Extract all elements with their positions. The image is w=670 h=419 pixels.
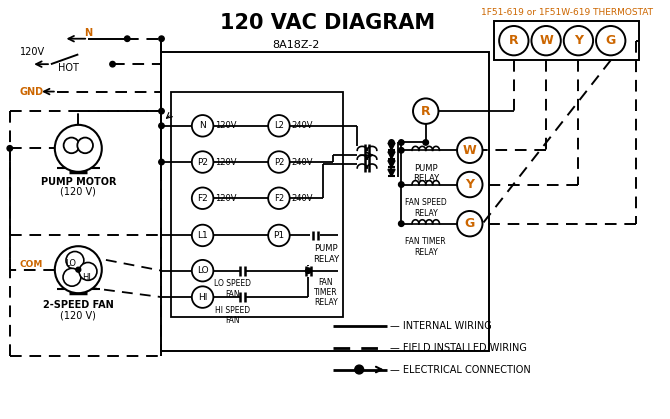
Polygon shape: [388, 143, 395, 150]
Text: Y: Y: [465, 178, 474, 191]
Circle shape: [55, 246, 102, 293]
Text: LO: LO: [197, 266, 208, 275]
Circle shape: [55, 125, 102, 172]
Circle shape: [76, 267, 81, 272]
Text: FAN SPEED
RELAY: FAN SPEED RELAY: [405, 198, 447, 217]
Circle shape: [110, 62, 115, 67]
Text: — INTERNAL WIRING: — INTERNAL WIRING: [389, 321, 491, 331]
Text: P2: P2: [274, 158, 284, 166]
Text: Y: Y: [574, 34, 583, 47]
Text: 240V: 240V: [291, 122, 313, 130]
Circle shape: [192, 260, 213, 282]
Circle shape: [531, 26, 561, 55]
Text: PUMP
RELAY: PUMP RELAY: [413, 164, 439, 184]
Text: 120V: 120V: [215, 194, 237, 203]
Text: L2: L2: [274, 122, 284, 130]
Circle shape: [499, 26, 529, 55]
Text: 2-SPEED FAN: 2-SPEED FAN: [43, 300, 114, 310]
Text: N: N: [199, 122, 206, 130]
Circle shape: [64, 137, 79, 153]
Circle shape: [159, 159, 164, 165]
Text: HOT: HOT: [58, 63, 79, 73]
Text: 1F51-619 or 1F51W-619 THERMOSTAT: 1F51-619 or 1F51W-619 THERMOSTAT: [480, 8, 653, 17]
Text: 240V: 240V: [291, 158, 313, 166]
Text: G: G: [465, 217, 475, 230]
Circle shape: [457, 211, 482, 236]
Text: HI: HI: [198, 292, 207, 302]
Bar: [161, 52, 489, 351]
Text: 120 VAC DIAGRAM: 120 VAC DIAGRAM: [220, 13, 436, 33]
Polygon shape: [388, 152, 395, 159]
Text: 120V: 120V: [215, 122, 237, 130]
Circle shape: [192, 151, 213, 173]
Text: — ELECTRICAL CONNECTION: — ELECTRICAL CONNECTION: [389, 365, 530, 375]
Text: GND: GND: [19, 87, 44, 96]
Text: LO SPEED
FAN: LO SPEED FAN: [214, 279, 251, 299]
Text: — FIELD INSTALLED WIRING: — FIELD INSTALLED WIRING: [389, 343, 527, 353]
Circle shape: [125, 36, 130, 41]
Text: N: N: [84, 28, 92, 38]
Text: HI SPEED
FAN: HI SPEED FAN: [215, 306, 251, 325]
Text: FAN
TIMER
RELAY: FAN TIMER RELAY: [314, 277, 338, 307]
Circle shape: [399, 147, 404, 153]
Circle shape: [563, 26, 593, 55]
Text: PUMP MOTOR: PUMP MOTOR: [41, 176, 116, 186]
Text: LO: LO: [65, 259, 76, 268]
Text: F2: F2: [197, 194, 208, 203]
Circle shape: [7, 145, 13, 151]
Polygon shape: [388, 169, 395, 176]
Circle shape: [457, 172, 482, 197]
Circle shape: [413, 98, 438, 124]
Circle shape: [399, 182, 404, 187]
Circle shape: [389, 140, 394, 145]
Circle shape: [192, 115, 213, 137]
Circle shape: [63, 268, 81, 286]
Circle shape: [355, 365, 364, 374]
Text: FAN TIMER
RELAY: FAN TIMER RELAY: [405, 238, 446, 257]
Text: 240V: 240V: [291, 194, 313, 203]
Text: L1: L1: [197, 231, 208, 240]
Text: (120 V): (120 V): [60, 186, 96, 197]
Text: 120V: 120V: [215, 158, 237, 166]
Polygon shape: [388, 160, 395, 168]
Circle shape: [159, 123, 164, 129]
Circle shape: [192, 187, 213, 209]
Circle shape: [457, 137, 482, 163]
Text: G: G: [606, 34, 616, 47]
Text: PUMP
RELAY: PUMP RELAY: [313, 244, 339, 264]
Circle shape: [423, 140, 429, 145]
Circle shape: [306, 268, 311, 274]
Circle shape: [159, 36, 164, 41]
Circle shape: [268, 115, 289, 137]
Text: COM: COM: [19, 260, 43, 269]
Text: P2: P2: [197, 158, 208, 166]
Circle shape: [399, 140, 404, 145]
Circle shape: [399, 221, 404, 226]
Text: HI: HI: [82, 273, 90, 282]
Text: R: R: [421, 105, 431, 118]
Bar: [494, 21, 639, 60]
Circle shape: [596, 26, 625, 55]
Circle shape: [192, 286, 213, 308]
Circle shape: [66, 251, 84, 269]
Text: F2: F2: [274, 194, 284, 203]
Circle shape: [268, 151, 289, 173]
Text: 120V: 120V: [19, 47, 45, 57]
Circle shape: [268, 187, 289, 209]
Circle shape: [159, 109, 164, 114]
Bar: [172, 92, 342, 317]
Circle shape: [77, 137, 93, 153]
Text: (120 V): (120 V): [60, 311, 96, 321]
Circle shape: [192, 225, 213, 246]
Text: W: W: [463, 144, 476, 157]
Text: 8A18Z-2: 8A18Z-2: [273, 39, 320, 49]
Text: P1: P1: [273, 231, 285, 240]
Circle shape: [79, 262, 97, 280]
Text: R: R: [509, 34, 519, 47]
Circle shape: [268, 225, 289, 246]
Text: W: W: [539, 34, 553, 47]
